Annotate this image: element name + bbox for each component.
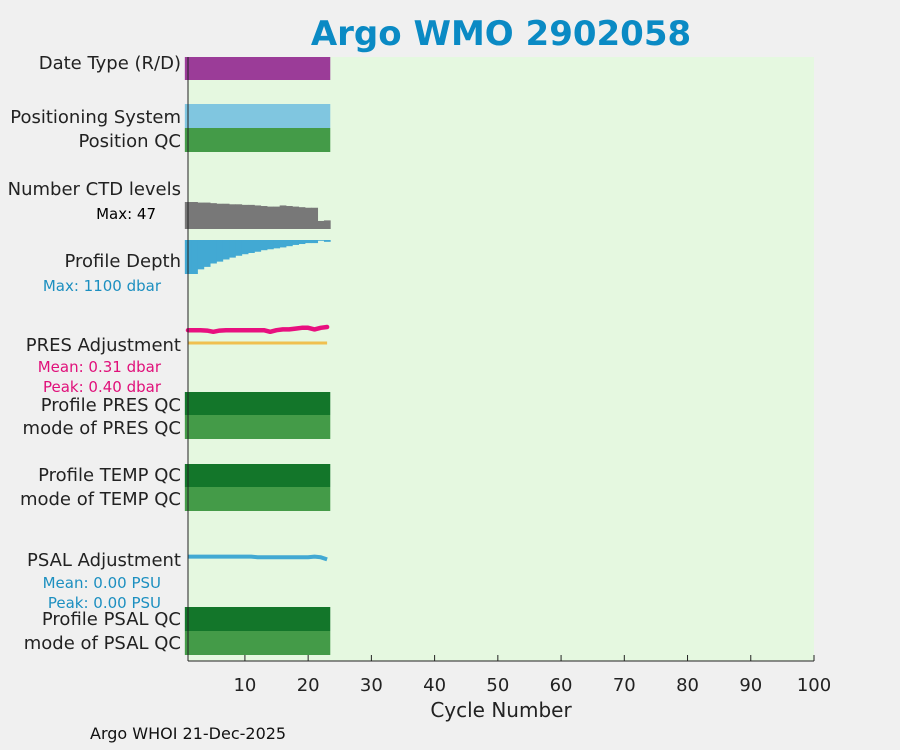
label-ctd-levels: Number CTD levels xyxy=(8,179,181,200)
ctd-level-bar xyxy=(216,203,224,229)
label-position-qc: Position QC xyxy=(78,131,181,152)
profile-depth-bar xyxy=(317,240,325,241)
ctd-level-bar xyxy=(311,207,319,229)
profile-depth-bar xyxy=(216,240,224,262)
profile-depth-bar xyxy=(222,240,230,260)
data-marks xyxy=(184,57,331,655)
profile-depth-bar xyxy=(191,240,198,274)
label-profile-pres-qc: Profile PRES QC xyxy=(41,395,181,416)
profile-depth-bar xyxy=(273,240,281,249)
x-tick-label: 60 xyxy=(550,675,573,696)
label-date-type: Date Type (R/D) xyxy=(39,53,181,74)
ctd-level-bar xyxy=(241,204,249,229)
label-mode-psal-qc: mode of PSAL QC xyxy=(24,633,181,654)
band-mode-psal-qc xyxy=(184,631,331,655)
profile-depth-bar xyxy=(286,240,293,247)
band-date-type xyxy=(184,57,331,80)
pres-adjustment-line xyxy=(185,324,330,335)
band-mode-temp-qc xyxy=(184,487,331,511)
x-tick-label: 80 xyxy=(676,675,699,696)
ctd-level-bar xyxy=(260,206,268,229)
band-mode-pres-qc xyxy=(184,415,331,439)
ctd-level-bar xyxy=(229,204,236,229)
plot-area xyxy=(188,57,814,661)
band-profile-pres-qc xyxy=(184,392,331,415)
annotation-psal-peak: Peak: 0.00 PSU xyxy=(48,594,161,612)
annotation-ctd-max: Max: 47 xyxy=(96,205,156,223)
profile-depth-bar xyxy=(304,240,312,244)
annotation-pres-peak: Peak: 0.40 dbar xyxy=(43,378,162,396)
band-position-qc xyxy=(184,128,331,152)
profile-depth-bar xyxy=(260,240,268,251)
profile-depth-bar xyxy=(292,240,300,245)
psal-adjustment-line xyxy=(188,554,328,562)
ctd-level-bar xyxy=(248,204,255,229)
band-profile-temp-qc xyxy=(184,464,331,487)
x-tick-label: 50 xyxy=(486,675,509,696)
ctd-level-bar xyxy=(273,206,281,229)
band-profile-psal-qc xyxy=(184,607,331,631)
profile-depth-bar xyxy=(279,240,287,248)
ctd-level-bar xyxy=(254,205,262,229)
ctd-level-bar xyxy=(317,220,325,229)
profile-depth-bar xyxy=(235,240,243,256)
x-tick-label: 20 xyxy=(297,675,320,696)
label-profile-temp-qc: Profile TEMP QC xyxy=(38,465,181,486)
x-tick-label: 70 xyxy=(613,675,636,696)
ctd-level-bar xyxy=(292,206,300,229)
profile-depth-bar xyxy=(298,240,306,245)
band-positioning-system xyxy=(184,104,331,128)
profile-depth-bar xyxy=(203,240,211,267)
ctd-level-bar xyxy=(279,205,287,229)
ctd-level-bar xyxy=(286,206,293,229)
annotations: Max: 47 Max: 1100 dbar Mean: 0.31 dbar P… xyxy=(38,205,162,612)
profile-depth-bar xyxy=(197,240,205,270)
ctd-level-bar xyxy=(267,206,274,229)
profile-depth-bar xyxy=(229,240,236,258)
label-profile-depth: Profile Depth xyxy=(64,251,181,272)
footer-credit: Argo WHOI 21-Dec-2025 xyxy=(90,724,287,743)
profile-depth-bar xyxy=(323,240,331,242)
x-axis: 10 20 30 40 50 60 70 80 90 100 xyxy=(187,57,831,696)
profile-depth-bar xyxy=(210,240,217,264)
ctd-level-bar xyxy=(191,202,198,229)
label-positioning-system: Positioning System xyxy=(10,107,181,128)
x-axis-label: Cycle Number xyxy=(430,698,572,722)
ctd-level-bar xyxy=(197,202,205,229)
label-mode-pres-qc: mode of PRES QC xyxy=(23,418,181,439)
ctd-level-bar xyxy=(235,204,243,229)
ctd-level-bar xyxy=(222,203,230,229)
x-tick-label: 90 xyxy=(739,675,762,696)
ctd-level-bar xyxy=(203,202,211,229)
row-labels: Date Type (R/D) Positioning System Posit… xyxy=(8,53,181,654)
ctd-level-bar xyxy=(210,203,217,229)
annotation-psal-mean: Mean: 0.00 PSU xyxy=(43,574,161,592)
ctd-level-bar xyxy=(298,207,306,229)
ctd-level-bar xyxy=(323,220,331,229)
x-tick-label: 40 xyxy=(423,675,446,696)
label-pres-adjustment: PRES Adjustment xyxy=(26,335,181,356)
x-tick-label: 100 xyxy=(797,675,831,696)
label-psal-adjustment: PSAL Adjustment xyxy=(27,550,181,571)
annotation-pres-mean: Mean: 0.31 dbar xyxy=(38,358,162,376)
chart-title: Argo WMO 2902058 xyxy=(311,14,691,54)
ctd-level-bar xyxy=(304,207,312,229)
x-tick-label: 30 xyxy=(360,675,383,696)
profile-depth-bar xyxy=(248,240,255,253)
profile-depth-bar xyxy=(311,240,319,244)
annotation-depth-max: Max: 1100 dbar xyxy=(43,277,162,295)
profile-depth-bar xyxy=(241,240,249,255)
label-profile-psal-qc: Profile PSAL QC xyxy=(42,609,181,630)
profile-depth-bar xyxy=(254,240,262,252)
profile-depth-bar xyxy=(267,240,274,250)
label-mode-temp-qc: mode of TEMP QC xyxy=(20,489,181,510)
x-tick-label: 10 xyxy=(233,675,256,696)
